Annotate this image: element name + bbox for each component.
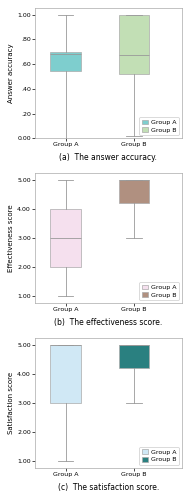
X-axis label: (a)  The answer accuracy.: (a) The answer accuracy. [59, 153, 157, 162]
Legend: Group A, Group B: Group A, Group B [139, 447, 179, 465]
PathPatch shape [50, 52, 81, 72]
PathPatch shape [119, 14, 149, 74]
PathPatch shape [50, 345, 81, 403]
X-axis label: (b)  The effectiveness score.: (b) The effectiveness score. [54, 318, 162, 327]
PathPatch shape [50, 210, 81, 267]
Y-axis label: Effectiveness score: Effectiveness score [8, 204, 14, 272]
Legend: Group A, Group B: Group A, Group B [139, 282, 179, 300]
X-axis label: (c)  The satisfaction score.: (c) The satisfaction score. [58, 482, 159, 492]
PathPatch shape [119, 345, 149, 368]
Y-axis label: Satisfaction score: Satisfaction score [8, 372, 14, 434]
PathPatch shape [119, 180, 149, 204]
Y-axis label: Answer accuracy: Answer accuracy [9, 44, 14, 103]
Legend: Group A, Group B: Group A, Group B [139, 117, 179, 135]
